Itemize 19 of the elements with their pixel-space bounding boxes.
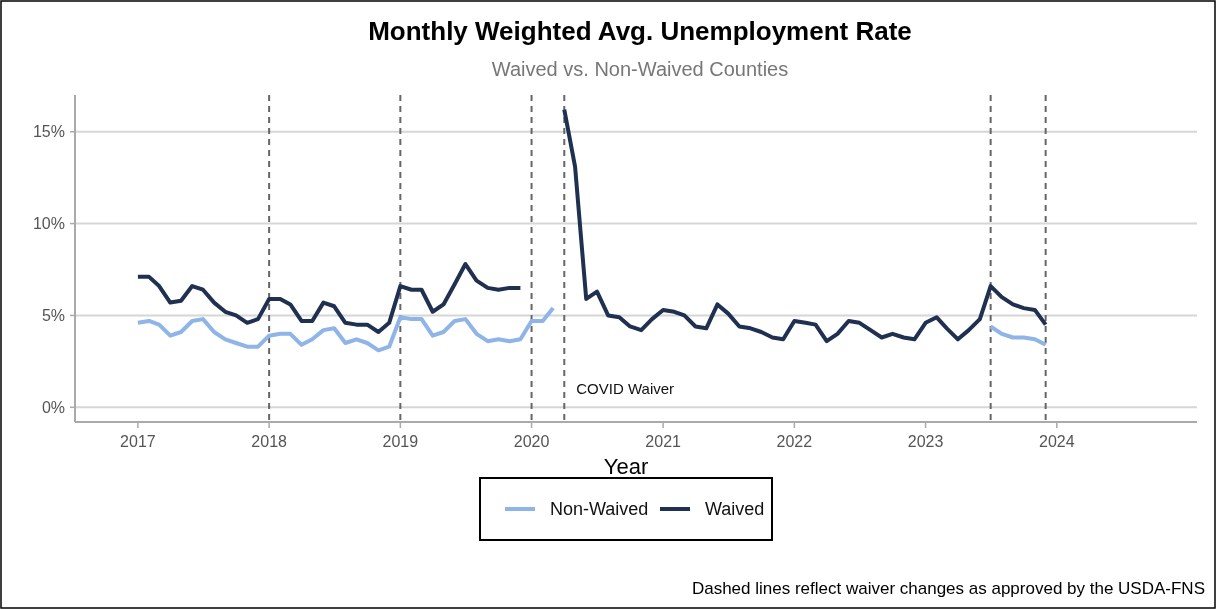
y-tick-label: 5% (41, 307, 65, 325)
legend-label: Waived (705, 499, 765, 520)
text: Dashed lines reflect waiver changes as approved by the USDA-FNS (691, 579, 1205, 598)
x-axis-title: Year (603, 454, 649, 479)
x-tick-label: 2018 (251, 433, 288, 450)
x-tick-label: 2020 (513, 433, 550, 450)
y-tick-label: 15% (32, 123, 65, 141)
x-tick-label: 2019 (382, 433, 419, 450)
legend-label: Non-Waived (550, 499, 649, 520)
chart-title: Monthly Weighted Avg. Unemployment Rate (368, 16, 912, 46)
x-tick-label: 2022 (776, 433, 813, 450)
chart-subtitle: Waived vs. Non-Waived Counties (491, 58, 789, 80)
x-tick-label: 2023 (907, 433, 944, 450)
y-tick-label: 10% (32, 215, 65, 233)
x-tick-label: 2021 (645, 433, 682, 450)
x-tick-label: 2017 (120, 433, 156, 450)
ref-line-label: COVID Waiver (576, 380, 675, 397)
y-tick-label: 0% (41, 398, 65, 416)
x-tick-label: 2024 (1039, 433, 1075, 450)
